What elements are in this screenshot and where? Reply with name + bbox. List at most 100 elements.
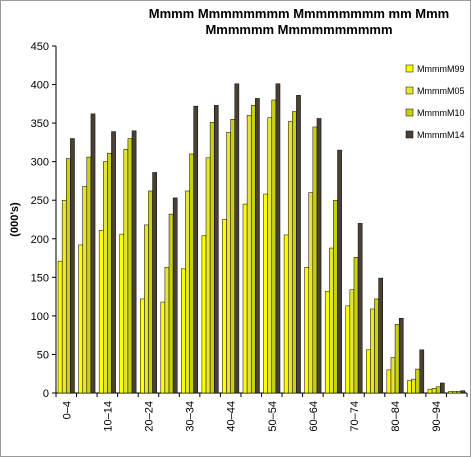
- bar-MmmmM10-90–94: [435, 386, 441, 394]
- bar-MmmmM10-55–59: [292, 111, 297, 394]
- bar-MmmmM99-55–59: [283, 234, 289, 394]
- bar-MmmmM14-75–79: [378, 277, 383, 394]
- bar-MmmmM05-25–29: [164, 267, 170, 394]
- legend-swatch-MmmmM99: [405, 64, 414, 73]
- bar-MmmmM14-50–54: [275, 83, 281, 394]
- bar-MmmmM99-60–64: [304, 267, 310, 394]
- x-tick-label: 20–24: [143, 401, 155, 432]
- bar-MmmmM05-15–19: [123, 149, 129, 394]
- y-tick-label: 150: [31, 272, 49, 284]
- bar-MmmmM99-10–14: [98, 230, 104, 394]
- bar-MmmmM14-40–44: [234, 83, 240, 394]
- y-tick-label: 300: [31, 157, 49, 169]
- bar-MmmmM99-85–89: [407, 380, 412, 394]
- y-tick-label: 250: [31, 195, 49, 207]
- bar-MmmmM14-90–94: [440, 382, 445, 394]
- bar-MmmmM10-95+: [456, 391, 462, 394]
- bar-MmmmM10-65–69: [333, 199, 338, 394]
- bar-MmmmM05-65–69: [329, 247, 334, 394]
- bar-MmmmM05-20–24: [144, 224, 149, 394]
- x-tick-label: 50–54: [267, 401, 279, 432]
- bar-MmmmM14-0–4: [70, 138, 75, 394]
- x-tick-label: 80–84: [390, 401, 402, 432]
- bar-MmmmM05-10–14: [103, 161, 108, 394]
- y-axis-title: (000's): [9, 202, 21, 237]
- bar-MmmmM10-70–74: [353, 257, 359, 394]
- legend-label-MmmmM99: MmmmM99: [417, 64, 465, 74]
- y-tick-label: 0: [43, 388, 49, 400]
- bar-MmmmM99-50–54: [263, 193, 268, 394]
- y-tick-label: 200: [31, 234, 49, 246]
- bar-MmmmM99-25–29: [160, 301, 166, 394]
- bar-MmmmM14-95+: [460, 390, 466, 394]
- bar-MmmmM99-75–79: [366, 349, 371, 394]
- bar-MmmmM05-60–64: [308, 192, 314, 394]
- bar-MmmmM99-95+: [448, 391, 453, 394]
- legend-label-MmmmM14: MmmmM14: [417, 130, 465, 140]
- y-tick-label: 350: [31, 118, 49, 130]
- bar-MmmmM10-80–84: [394, 324, 400, 394]
- bar-MmmmM10-10–14: [107, 152, 112, 394]
- bar-MmmmM05-70–74: [349, 289, 355, 394]
- y-tick-label: 450: [31, 41, 49, 53]
- bar-MmmmM10-50–54: [271, 99, 277, 394]
- bar-MmmmM05-90–94: [431, 388, 437, 394]
- bar-MmmmM05-40–44: [226, 132, 231, 394]
- bar-MmmmM14-70–74: [357, 223, 363, 394]
- bar-MmmmM99-80–84: [386, 369, 392, 394]
- bar-MmmmM10-60–64: [312, 126, 318, 394]
- bar-MmmmM99-65–69: [324, 290, 330, 394]
- x-tick-label: 10–14: [102, 401, 114, 432]
- bar-MmmmM10-0–4: [66, 158, 71, 394]
- bar-MmmmM10-30–34: [189, 153, 194, 394]
- bar-MmmmM99-90–94: [427, 388, 433, 394]
- bar-MmmmM99-30–34: [181, 268, 186, 394]
- bar-MmmmM10-45–49: [250, 105, 256, 394]
- bar-MmmmM10-75–79: [374, 298, 379, 394]
- bar-MmmmM05-35–39: [205, 157, 211, 394]
- bar-MmmmM14-65–69: [337, 149, 342, 394]
- legend-swatch-MmmmM05: [405, 86, 414, 95]
- bar-MmmmM10-20–24: [148, 190, 153, 394]
- bar-MmmmM14-60–64: [316, 118, 322, 394]
- x-tick-label: 60–64: [308, 401, 320, 432]
- x-tick-label: 0–4: [61, 401, 73, 419]
- bar-MmmmM99-5–9: [78, 244, 83, 394]
- x-tick-label: 40–44: [226, 401, 238, 432]
- bar-MmmmM14-10–14: [111, 131, 116, 394]
- bar-MmmmM10-40–44: [230, 119, 236, 394]
- bar-MmmmM99-20–24: [140, 298, 145, 394]
- bar-MmmmM05-50–54: [267, 117, 273, 394]
- y-tick-label: 100: [31, 311, 49, 323]
- bar-MmmmM14-30–34: [193, 105, 199, 394]
- bar-MmmmM99-35–39: [201, 235, 207, 394]
- x-tick-label: 30–34: [185, 401, 197, 432]
- x-tick-label: 90–94: [431, 401, 443, 432]
- bar-MmmmM05-55–59: [287, 121, 293, 394]
- bar-MmmmM14-55–59: [296, 95, 301, 394]
- bar-MmmmM14-80–84: [398, 317, 404, 394]
- bar-MmmmM99-0–4: [57, 260, 63, 394]
- bar-MmmmM05-75–79: [370, 308, 375, 394]
- legend-swatch-MmmmM10: [405, 108, 414, 117]
- bar-MmmmM99-45–49: [242, 203, 248, 394]
- bar-MmmmM05-30–34: [185, 190, 190, 394]
- bar-MmmmM05-95+: [452, 391, 457, 394]
- x-tick-label: 70–74: [349, 401, 361, 432]
- bar-MmmmM05-45–49: [246, 115, 252, 394]
- bar-MmmmM14-85–89: [419, 349, 425, 394]
- legend-label-MmmmM10: MmmmM10: [417, 108, 465, 118]
- bar-MmmmM14-35–39: [213, 105, 219, 394]
- bar-MmmmM05-80–84: [390, 357, 396, 394]
- y-tick-label: 50: [37, 349, 49, 361]
- legend-swatch-MmmmM14: [405, 130, 414, 139]
- bar-MmmmM14-20–24: [152, 172, 157, 394]
- bar-MmmmM99-15–19: [119, 233, 125, 394]
- legend-label-MmmmM05: MmmmM05: [417, 86, 465, 96]
- bar-MmmmM14-25–29: [172, 197, 178, 394]
- bar-MmmmM14-15–19: [131, 130, 137, 394]
- bar-MmmmM10-85–89: [415, 368, 420, 394]
- bar-MmmmM10-35–39: [209, 122, 215, 394]
